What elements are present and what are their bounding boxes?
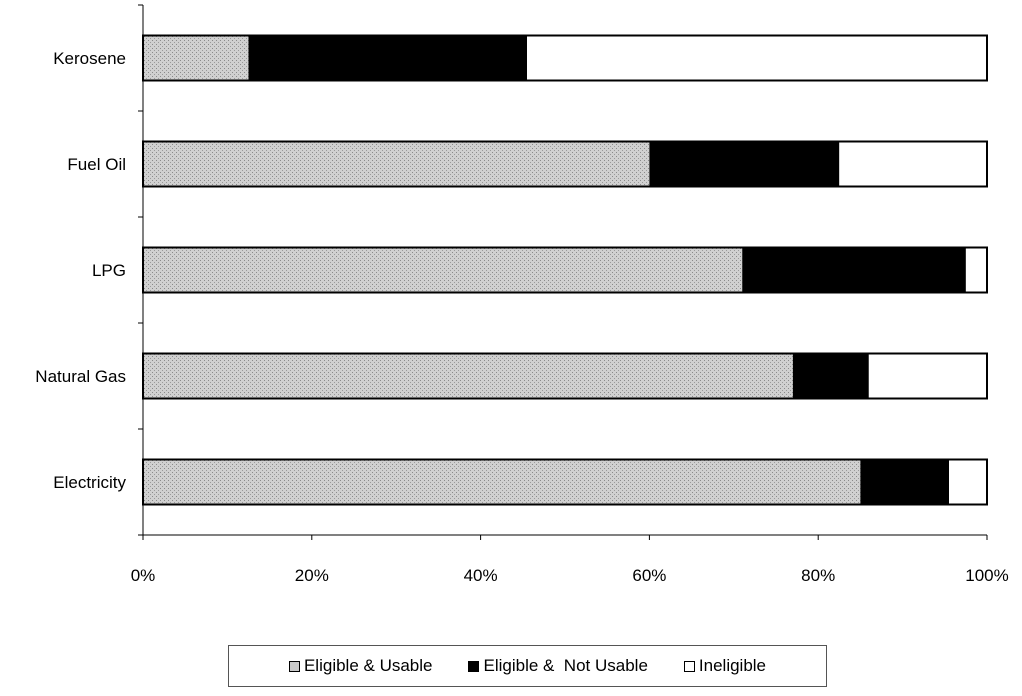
bar-segment-fuel-oil-eligible-not-usable (649, 141, 840, 187)
bar-segment-electricity-eligible-usable (143, 459, 861, 505)
bar-segment-lpg-eligible-not-usable (742, 247, 966, 293)
legend-label-eligible-usable: Eligible & Usable (303, 656, 433, 675)
bar-segment-natural-gas-ineligible (868, 353, 987, 399)
category-label-kerosene: Kerosene (53, 49, 126, 68)
bar-segment-kerosene-eligible-not-usable (248, 35, 528, 81)
bar-segment-fuel-oil-ineligible (839, 141, 987, 187)
bar-outline-lpg (142, 246, 988, 294)
x-tick-label: 60% (632, 566, 666, 585)
bar-outline-electricity (142, 458, 988, 506)
x-tick-label: 0% (131, 566, 156, 585)
legend-item-eligible-usable: Eligible & Usable (288, 656, 433, 676)
category-label-lpg: LPG (92, 261, 126, 280)
bar-segment-kerosene-ineligible (527, 35, 987, 81)
x-tick-label: 100% (965, 566, 1008, 585)
bar-segment-electricity-eligible-not-usable (860, 459, 950, 505)
bar-outline-natural-gas (142, 352, 988, 400)
x-tick-label: 40% (464, 566, 498, 585)
bar-segment-lpg-eligible-usable (143, 247, 743, 293)
category-label-natural-gas: Natural Gas (35, 367, 126, 386)
bar-outline-fuel-oil (142, 140, 988, 188)
legend-swatch-eligible-usable (288, 660, 300, 672)
legend: Eligible & Usable Eligible & Not Usable … (228, 645, 827, 687)
x-tick-label: 80% (801, 566, 835, 585)
x-tick-label: 20% (295, 566, 329, 585)
legend-item-ineligible: Ineligible (683, 656, 767, 676)
labels: 0% 20% 40% 60% 80% 100% Kerosene Fuel Oil LPG Nat… (35, 49, 1008, 585)
bar-segment-lpg-ineligible (965, 247, 987, 293)
legend-label-ineligible: Ineligible (698, 656, 767, 675)
bar-segment-kerosene-eligible-usable (143, 35, 249, 81)
stacked-bar-chart: 0% 20% 40% 60% 80% 100% Kerosene Fuel Oil LPG Nat… (35, 4, 1009, 585)
bar-segment-natural-gas-eligible-usable (143, 353, 793, 399)
legend-swatch-eligible-not-usable (468, 660, 480, 672)
category-label-fuel-oil: Fuel Oil (67, 155, 126, 174)
bar-segment-natural-gas-eligible-not-usable (792, 353, 869, 399)
legend-item-eligible-not-usable: Eligible & Not Usable (468, 656, 648, 676)
bar-segment-electricity-ineligible (949, 459, 987, 505)
legend-label-eligible-not-usable: Eligible & Not Usable (483, 656, 648, 675)
category-label-electricity: Electricity (53, 473, 126, 492)
bar-outline-kerosene (142, 34, 988, 82)
bars (142, 34, 988, 506)
bar-segment-fuel-oil-eligible-usable (143, 141, 650, 187)
legend-swatch-ineligible (683, 660, 695, 672)
